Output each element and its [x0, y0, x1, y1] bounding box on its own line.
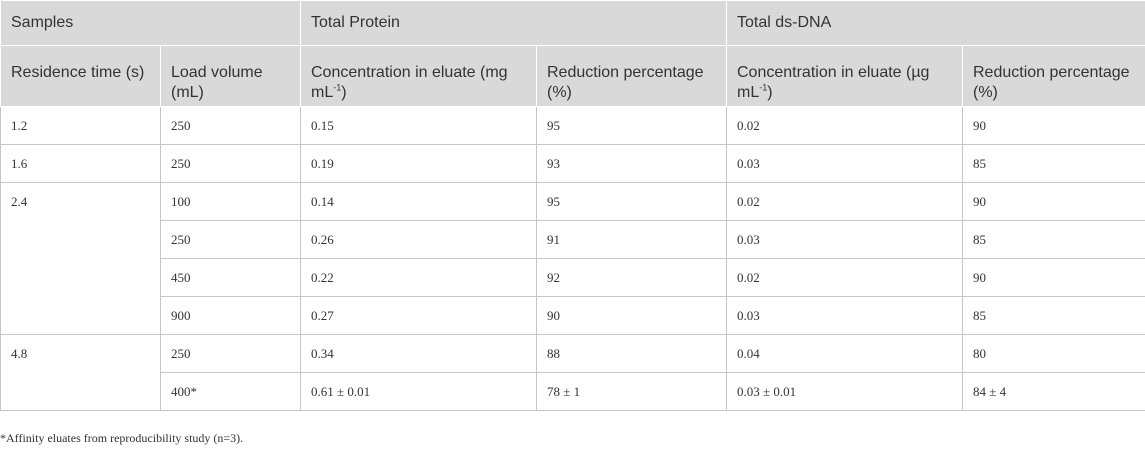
cell-dna-conc: 0.03	[726, 144, 963, 183]
header-residence-time: Residence time (s)	[0, 45, 161, 107]
cell-protein-reduction: 92	[536, 258, 727, 297]
cell-dna-conc: 0.02	[726, 106, 963, 145]
header-protein-reduction: Reduction percentage (%)	[536, 45, 727, 107]
cell-dna-conc: 0.03	[726, 296, 963, 335]
cell-protein-conc: 0.22	[300, 258, 537, 297]
cell-protein-conc: 0.34	[300, 334, 537, 373]
cell-dna-conc: 0.03	[726, 220, 963, 259]
header-load-volume: Load volume (mL)	[160, 45, 301, 107]
cell-protein-reduction: 91	[536, 220, 727, 259]
cell-dna-reduction: 90	[962, 182, 1145, 221]
cell-residence: 4.8	[0, 334, 161, 411]
group-header-row: Samples Total Protein Total ds-DNA	[0, 0, 1145, 46]
cell-dna-reduction: 85	[962, 220, 1145, 259]
cell-load: 100	[160, 182, 301, 221]
table-row: 250 0.26 91 0.03 85	[1, 220, 1145, 259]
cell-protein-reduction: 78 ± 1	[536, 372, 727, 411]
cell-dna-reduction: 90	[962, 258, 1145, 297]
cell-load: 400*	[160, 372, 301, 411]
header-dna-reduction: Reduction percentage (%)	[962, 45, 1145, 107]
cell-dna-conc: 0.02	[726, 182, 963, 221]
cell-protein-reduction: 95	[536, 106, 727, 145]
cell-dna-reduction: 90	[962, 106, 1145, 145]
cell-load: 250	[160, 106, 301, 145]
column-header-row: Residence time (s) Load volume (mL) Conc…	[0, 45, 1145, 107]
cell-dna-conc: 0.03 ± 0.01	[726, 372, 963, 411]
cell-load: 250	[160, 144, 301, 183]
dna-conc-close: )	[767, 84, 773, 101]
protein-conc-close: )	[341, 84, 347, 101]
table-row: 400* 0.61 ± 0.01 78 ± 1 0.03 ± 0.01 84 ±…	[1, 372, 1145, 411]
table-row: 450 0.22 92 0.02 90	[1, 258, 1145, 297]
cell-protein-reduction: 95	[536, 182, 727, 221]
protein-conc-text: Concentration in eluate (mg mL	[311, 64, 508, 101]
cell-dna-reduction: 85	[962, 296, 1145, 335]
table-row: 2.4 100 0.14 95 0.02 90	[0, 182, 1145, 335]
cell-protein-reduction: 88	[536, 334, 727, 373]
cell-residence: 1.2	[0, 106, 161, 145]
dna-conc-sup: -1	[759, 82, 768, 93]
cell-dna-reduction: 80	[962, 334, 1145, 373]
cell-protein-reduction: 93	[536, 144, 727, 183]
cell-protein-conc: 0.19	[300, 144, 537, 183]
table-row: 1.6 250 0.19 93 0.03 85	[0, 144, 1145, 183]
header-samples: Samples	[0, 0, 301, 46]
results-table: Samples Total Protein Total ds-DNA Resid…	[0, 0, 1145, 411]
cell-load: 450	[160, 258, 301, 297]
cell-load: 900	[160, 296, 301, 335]
header-total-protein: Total Protein	[300, 0, 727, 46]
cell-dna-conc: 0.02	[726, 258, 963, 297]
cell-protein-reduction: 90	[536, 296, 727, 335]
table-row: 4.8 250 0.34 88 0.04 80	[0, 334, 1145, 411]
cell-protein-conc: 0.61 ± 0.01	[300, 372, 537, 411]
header-protein-concentration: Concentration in eluate (mg mL-1)	[300, 45, 537, 107]
table-footnote: *Affinity eluates from reproducibility s…	[0, 431, 244, 445]
cell-residence: 2.4	[0, 182, 161, 335]
cell-protein-conc: 0.15	[300, 106, 537, 145]
cell-dna-reduction: 84 ± 4	[962, 372, 1145, 411]
cell-dna-conc: 0.04	[726, 334, 963, 373]
cell-protein-conc: 0.14	[300, 182, 537, 221]
cell-residence: 1.6	[0, 144, 161, 183]
cell-protein-conc: 0.27	[300, 296, 537, 335]
header-total-dsdna: Total ds-DNA	[726, 0, 1145, 46]
cell-load: 250	[160, 334, 301, 373]
header-dna-concentration: Concentration in eluate (µg mL-1)	[726, 45, 963, 107]
table-row: 1.2 250 0.15 95 0.02 90	[0, 106, 1145, 145]
dna-conc-text: Concentration in eluate (µg mL	[737, 64, 930, 101]
protein-conc-sup: -1	[333, 82, 342, 93]
table-row: 900 0.27 90 0.03 85	[1, 296, 1145, 335]
cell-dna-reduction: 85	[962, 144, 1145, 183]
cell-protein-conc: 0.26	[300, 220, 537, 259]
cell-load: 250	[160, 220, 301, 259]
